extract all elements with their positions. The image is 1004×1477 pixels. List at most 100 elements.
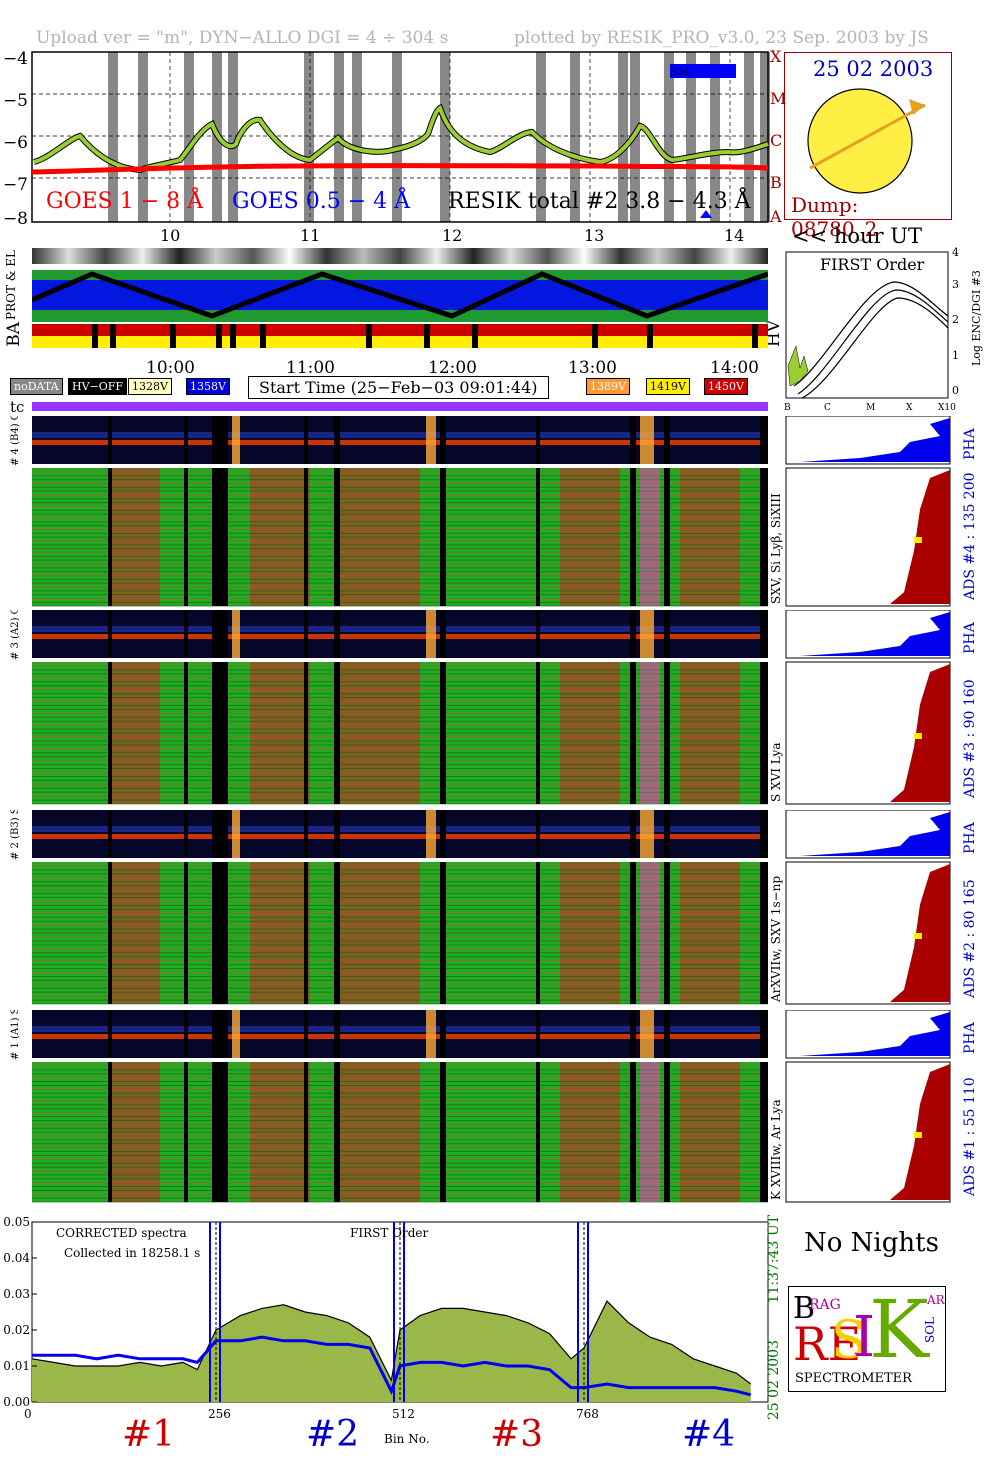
spec-first-order: FIRST Order <box>350 1226 429 1240</box>
pha-label: PHA <box>962 621 978 654</box>
channel-label-4: #4 <box>682 1414 736 1455</box>
time-tick: 14 <box>724 226 745 245</box>
time-tick: 11 <box>300 226 321 245</box>
spectrum-chart: 0.05 0.04 0.03 0.02 0.01 0.000 256 512 768 <box>3 1215 769 1421</box>
time-tick-mid: 11:00 <box>286 358 335 378</box>
legend-v3: 1389V <box>586 378 630 395</box>
tc-label: tc <box>10 398 25 416</box>
logo-letter: B <box>793 1291 816 1326</box>
spec-xtick: 256 <box>208 1407 231 1421</box>
first-order-ytick: 1 <box>952 349 959 362</box>
legend-v4: 1419V <box>646 378 690 395</box>
spec-collected: Collected in 18258.1 s <box>64 1246 201 1260</box>
time-tick-mid: 14:00 <box>710 358 759 378</box>
class-letter: X <box>770 48 782 66</box>
first-order-plot: FIRST Order 4 3 2 1 0 Log ENC/DGI #3 B C… <box>784 246 983 413</box>
time-tick-mid: 12:00 <box>428 358 477 378</box>
time-tick: 13 <box>584 226 605 245</box>
spec-ytick: 0.02 <box>3 1323 30 1337</box>
start-time: Start Time (25−Feb−03 09:01:44) <box>248 376 549 399</box>
goes-panel: −4 −5 −6 −7 −8 X M C B A S24 GOES 1 − 8 … <box>3 48 786 226</box>
channel-panel-3: # 2 (B3) Si111 3.82Å − 4.33Å ArXVIIw, SXV… <box>9 810 978 1005</box>
spec-ytick: 0.01 <box>3 1359 30 1373</box>
spec-xtick: 768 <box>576 1407 599 1421</box>
header-right: plotted by RESIK_PRO_v3.0, 23 Sep. 2003 … <box>514 28 929 48</box>
spec-time: 11:37:43 UT <box>766 1215 782 1304</box>
channel-label-3: #3 <box>490 1414 544 1455</box>
first-order-ytick: 3 <box>952 278 959 291</box>
first-order-xtick: X10 <box>938 403 956 413</box>
hour-ut-label: << hour UT <box>792 224 922 248</box>
logo-letter: RE <box>793 1317 862 1371</box>
legend-v1: 1328V <box>128 378 172 395</box>
spec-ytick: 0.03 <box>3 1287 30 1301</box>
status-strips <box>32 248 768 348</box>
spec-xtick: 512 <box>392 1407 415 1421</box>
prot-el-label: PROT & EL <box>4 250 18 320</box>
logo-letter: K <box>869 1286 929 1376</box>
resik-logo: B RAG RE S I K SOL AR SPECTROMETER <box>788 1286 946 1392</box>
first-order-ylabel: Log ENC/DGI #3 <box>970 270 983 366</box>
logo-letter: SOL <box>923 1317 937 1344</box>
goes-long-label: GOES 1 − 8 Å <box>46 186 204 214</box>
time-tick-mid: 13:00 <box>568 358 617 378</box>
channel-panel-1: # 4 (B4) Qu1010 4.96Å − 6.09Å SXV, Si Lyβ… <box>9 416 978 607</box>
ba-label: BA <box>4 322 24 347</box>
tc-bar <box>32 402 768 411</box>
goes-ytick: −5 <box>3 91 28 111</box>
ads-label: ADS #3 : 90 160 <box>962 679 978 799</box>
spec-ytick: 0.04 <box>3 1251 30 1265</box>
logo-letter: AR <box>927 1293 945 1307</box>
channel-label: # 3 (A2) Qu1010 4.31Å − 4.89Å <box>9 610 21 660</box>
spec-title: CORRECTED spectra <box>56 1226 187 1240</box>
header-left: Upload ver = "m", DYN−ALLO DGI = 4 ÷ 304… <box>36 28 449 48</box>
channel-label-1: #1 <box>122 1414 176 1455</box>
ads-label: ADS #4 : 135 200 <box>962 472 978 601</box>
first-order-ytick: 2 <box>952 313 959 326</box>
class-letter: C <box>770 131 782 150</box>
line-label: K XVIIIw, Ar Lya <box>769 1099 783 1200</box>
time-tick: 10 <box>160 226 181 245</box>
goes-ytick: −6 <box>3 133 28 153</box>
legend-hvoff: HV−OFF <box>68 378 128 395</box>
channel-label: # 4 (B4) Qu1010 4.96Å − 6.09Å <box>9 416 21 466</box>
line-label: ArXVIIw, SXV 1s−np <box>769 876 783 1003</box>
spec-ytick: 0.05 <box>3 1215 30 1229</box>
pha-label: PHA <box>962 1021 978 1054</box>
legend-v5: 1450V <box>704 378 748 395</box>
ads-label: ADS #1 : 55 110 <box>962 1077 978 1197</box>
first-order-xtick: B <box>784 403 791 413</box>
pha-label: PHA <box>962 821 978 854</box>
channel-label: # 1 (A1) Si111 3.37Å − 3.88Å <box>9 1010 21 1060</box>
ads-label: ADS #2 : 80 165 <box>962 879 978 999</box>
no-nights: No Nights <box>804 1228 939 1258</box>
logo-letter: S <box>831 1311 867 1371</box>
sun-panel: 25 02 2003 Dump: 08780_2 <box>784 52 952 241</box>
logo-word: SPECTROMETER <box>795 1371 912 1386</box>
line-label: S XVI Lya <box>769 743 783 803</box>
dump-label: Dump: 08780_2 <box>791 193 878 241</box>
first-order-ytick: 4 <box>952 246 959 259</box>
class-letter: A <box>769 207 782 226</box>
time-tick-mid: 10:00 <box>146 358 195 378</box>
line-label: SXV, Si Lyβ, SiXIII <box>769 493 783 604</box>
goes-short-label: GOES 0.5 − 4 Å <box>232 186 411 214</box>
first-order-xtick: M <box>866 403 875 413</box>
first-order-title: FIRST Order <box>820 255 925 274</box>
spectrum-line-blue <box>32 1335 752 1397</box>
resik-total-label: RESIK total #2 3.8 − 4.3 Å <box>448 186 752 214</box>
first-order-ytick: 0 <box>952 384 959 397</box>
first-order-xtick: X <box>906 403 913 413</box>
time-tick: 12 <box>442 226 463 245</box>
channel-panel-4: # 1 (A1) Si111 3.37Å − 3.88Å K XVIIIw, Ar… <box>9 1010 978 1203</box>
sun-date: 25 02 2003 <box>813 57 934 81</box>
channel-label: # 2 (B3) Si111 3.82Å − 4.33Å <box>9 810 21 860</box>
spec-ytick: 0.00 <box>3 1395 30 1409</box>
logo-letter: I <box>853 1305 876 1370</box>
class-letter: M <box>770 89 786 108</box>
spec-xlabel: Bin No. <box>384 1432 430 1446</box>
goes-ytick: −4 <box>3 49 28 69</box>
class-letter: B <box>770 173 782 192</box>
legend-nodata: noDATA <box>10 378 63 395</box>
spectrum-area <box>32 1301 751 1402</box>
